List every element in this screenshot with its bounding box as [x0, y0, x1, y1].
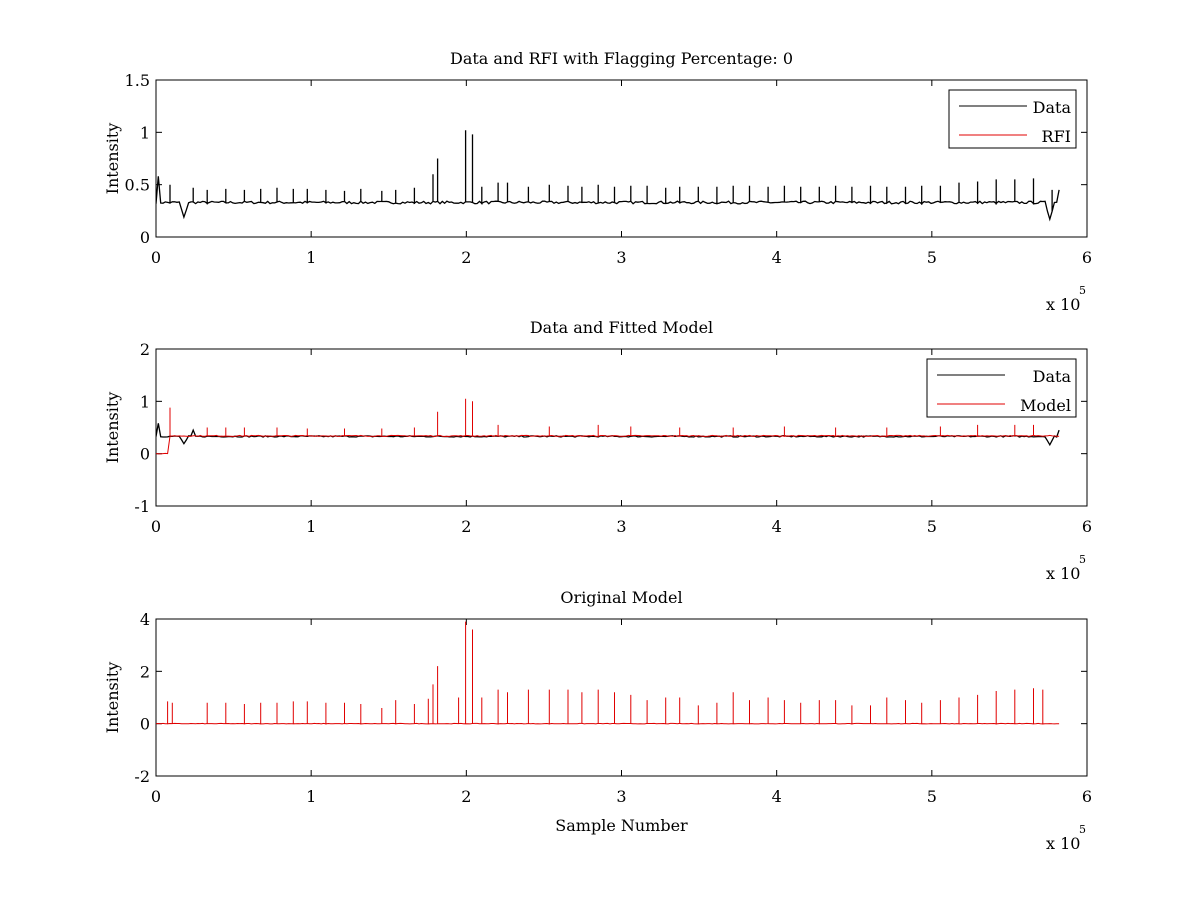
y-axis-label: Intensity: [103, 123, 122, 195]
y-tick-label: 2: [140, 662, 150, 681]
x-tick-label: 1: [306, 248, 316, 267]
x-tick-label: 2: [461, 787, 471, 806]
y-tick-label: 1: [140, 392, 150, 411]
x-scale-multiplier: x 10: [1046, 564, 1080, 583]
x-tick-label: 4: [772, 517, 782, 536]
y-tick-label: -1: [134, 497, 150, 516]
axes-box: [155, 618, 1088, 777]
x-tick-label: 3: [616, 248, 626, 267]
legend-box: [948, 89, 1077, 149]
y-tick-label: 0: [140, 445, 150, 464]
x-scale-exponent: 5: [1079, 284, 1086, 297]
x-tick-label: 4: [772, 248, 782, 267]
x-tick-label: 0: [151, 517, 161, 536]
y-tick-label: 4: [140, 610, 150, 629]
series-line-data: [156, 130, 1060, 222]
x-tick-label: 5: [927, 787, 937, 806]
x-axis-label: Sample Number: [555, 816, 688, 835]
series-line-model: [156, 398, 1060, 455]
x-tick-label: 6: [1082, 248, 1092, 267]
x-tick-label: 6: [1082, 517, 1092, 536]
x-tick-label: 5: [927, 248, 937, 267]
y-tick-label: 2: [140, 340, 150, 359]
y-tick-label: 1: [140, 123, 150, 142]
axes-box: [155, 79, 1088, 238]
x-scale-multiplier: x 10: [1046, 834, 1080, 853]
y-tick-label: 1.5: [125, 71, 150, 90]
x-tick-label: 3: [616, 787, 626, 806]
plot-area: [156, 621, 1060, 725]
y-axis-label: Intensity: [103, 662, 122, 734]
plot-title: Data and Fitted Model: [530, 318, 713, 337]
plot-area: [156, 398, 1060, 455]
series-line-model: [156, 621, 1060, 725]
subplot-1: Data and RFI with Flagging Percentage: 0…: [103, 49, 1092, 314]
x-scale-exponent: 5: [1079, 823, 1086, 836]
legend: Data RFI: [948, 89, 1077, 149]
x-tick-label: 3: [616, 517, 626, 536]
plot-area: [156, 130, 1060, 222]
x-tick-label: 2: [461, 248, 471, 267]
legend-label: Data: [1033, 98, 1072, 117]
x-tick-label: 5: [927, 517, 937, 536]
x-scale-multiplier: x 10: [1046, 295, 1080, 314]
legend-label: Data: [1033, 367, 1072, 386]
plot-title: Original Model: [560, 588, 682, 607]
x-scale-exponent: 5: [1079, 553, 1086, 566]
plot-title: Data and RFI with Flagging Percentage: 0: [450, 49, 793, 68]
x-tick-label: 0: [151, 248, 161, 267]
y-tick-label: 0.5: [125, 176, 150, 195]
legend: Data Model: [926, 358, 1077, 418]
x-tick-label: 4: [772, 787, 782, 806]
legend-label: Model: [1020, 396, 1071, 415]
legend-box: [926, 358, 1077, 418]
panels: Data and RFI with Flagging Percentage: 0…: [103, 49, 1092, 853]
x-tick-label: 2: [461, 517, 471, 536]
x-tick-label: 1: [306, 787, 316, 806]
y-tick-label: 0: [140, 228, 150, 247]
y-tick-label: -2: [134, 767, 150, 786]
y-axis-label: Intensity: [103, 392, 122, 464]
y-tick-label: 0: [140, 715, 150, 734]
legend-label: RFI: [1042, 127, 1071, 146]
x-tick-label: 1: [306, 517, 316, 536]
x-tick-label: 6: [1082, 787, 1092, 806]
x-tick-label: 0: [151, 787, 161, 806]
